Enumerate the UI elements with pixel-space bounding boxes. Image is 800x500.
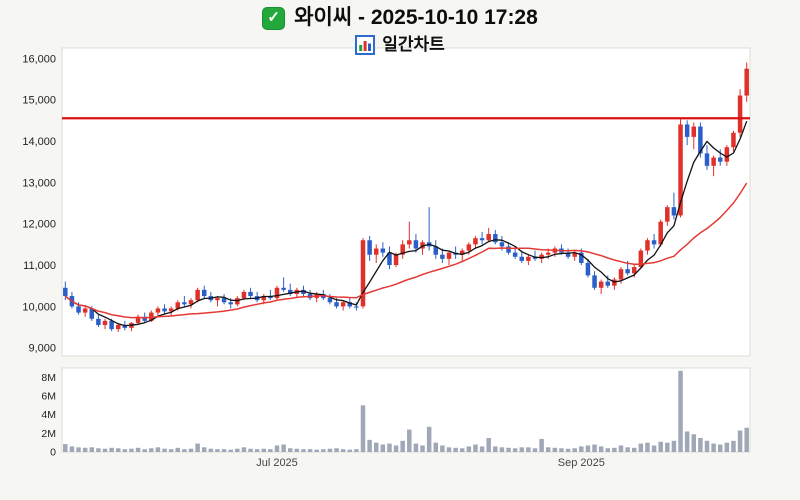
svg-text:2M: 2M [41, 428, 56, 440]
svg-text:13,000: 13,000 [22, 177, 56, 189]
svg-text:12,000: 12,000 [22, 219, 56, 231]
svg-text:Sep 2025: Sep 2025 [558, 457, 605, 469]
svg-text:9,000: 9,000 [28, 343, 56, 355]
svg-text:11,000: 11,000 [23, 260, 56, 272]
svg-text:0: 0 [50, 447, 56, 459]
svg-text:4M: 4M [41, 409, 56, 421]
svg-text:Jul 2025: Jul 2025 [256, 457, 298, 469]
svg-text:6M: 6M [41, 391, 56, 403]
svg-text:15,000: 15,000 [22, 95, 56, 107]
svg-text:16,000: 16,000 [22, 53, 56, 65]
svg-text:14,000: 14,000 [22, 136, 56, 148]
svg-text:8M: 8M [41, 372, 56, 384]
svg-text:10,000: 10,000 [22, 301, 56, 313]
